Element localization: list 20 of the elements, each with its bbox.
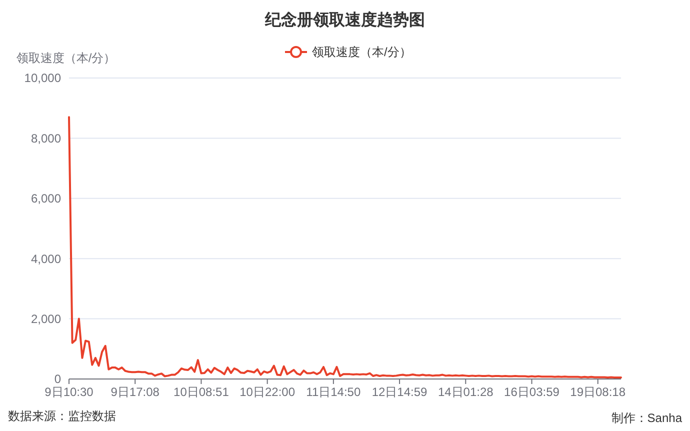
y-tick-label: 8,000	[30, 131, 62, 146]
y-tick-label: 10,000	[24, 71, 62, 86]
y-tick-label: 0	[54, 372, 62, 386]
x-tick-label: 9日17:08	[110, 385, 160, 399]
x-tick-label: 10日08:51	[174, 385, 230, 399]
source-note: 数据来源：监控数据	[8, 409, 116, 423]
x-tick-label: 14日01:28	[438, 385, 494, 399]
legend-label: 领取速度（本/分）	[312, 45, 412, 60]
x-tick-label: 16日03:59	[504, 385, 560, 399]
x-tick-label: 12日14:59	[372, 385, 428, 399]
text: 制作：Sanha	[611, 411, 682, 425]
y-tick-label: 4,000	[30, 252, 62, 266]
y-axis-title: 领取速度（本/分）	[16, 51, 116, 65]
y-tick-label: 2,000	[30, 312, 62, 326]
y-tick-label: 6,000	[30, 192, 62, 206]
x-tick-label: 9日10:30	[44, 385, 94, 399]
x-tick-label: 10日22:00	[240, 385, 296, 399]
x-tick-label: 11日14:50	[306, 385, 361, 399]
x-tick-label: 19日08:18	[570, 385, 626, 399]
chart-title: 纪念册领取速度趋势图	[264, 10, 425, 29]
